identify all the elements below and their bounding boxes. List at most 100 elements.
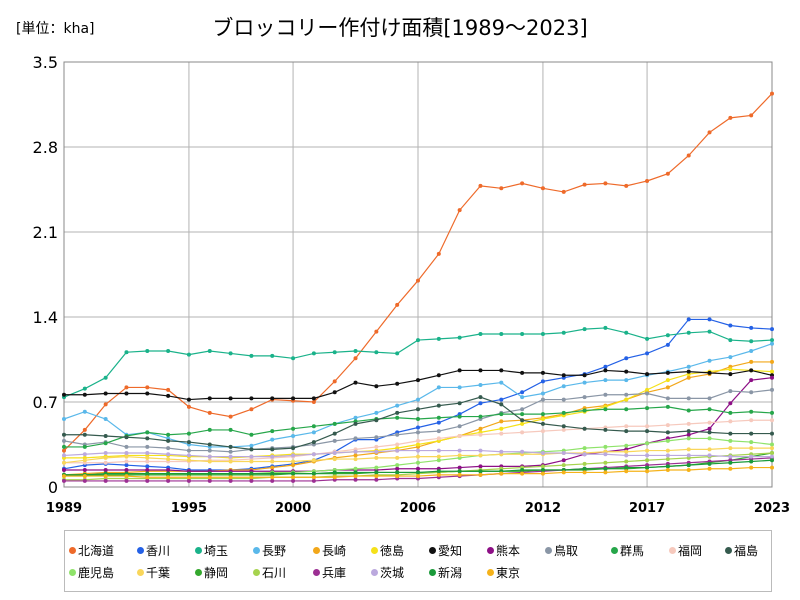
data-point	[166, 475, 171, 480]
data-point	[395, 448, 400, 453]
data-point	[228, 475, 233, 480]
data-point	[436, 472, 441, 477]
data-point	[416, 278, 420, 283]
data-point	[416, 454, 420, 459]
data-point	[520, 449, 525, 454]
data-point	[291, 434, 296, 438]
data-point	[124, 478, 129, 483]
data-point	[103, 402, 108, 407]
data-point	[166, 349, 171, 353]
data-point	[624, 397, 629, 402]
data-point	[166, 438, 171, 443]
data-point	[540, 464, 545, 469]
data-point	[624, 429, 629, 434]
data-point	[228, 444, 233, 449]
legend-item: 長野	[253, 542, 286, 559]
data-point	[207, 427, 212, 432]
data-point	[478, 332, 483, 336]
legend-item: 静岡	[195, 564, 228, 581]
legend-item: 千葉	[137, 564, 170, 581]
data-point	[665, 464, 670, 469]
data-point	[603, 452, 608, 457]
chart-title: ブロッコリー作付け面積[1989～2023]	[212, 16, 588, 40]
data-point	[374, 477, 379, 482]
data-point	[520, 430, 525, 435]
data-point	[749, 446, 754, 451]
data-point	[561, 373, 566, 378]
data-point	[624, 453, 629, 458]
data-point	[103, 468, 108, 472]
data-point	[540, 397, 545, 402]
data-point	[457, 335, 462, 340]
data-point	[624, 469, 629, 474]
data-point	[416, 442, 420, 447]
data-point	[82, 427, 87, 432]
legend-swatch	[371, 547, 378, 554]
x-tick-label: 1995	[171, 501, 207, 516]
legend-item: 福岡	[669, 542, 702, 559]
data-point	[478, 469, 483, 474]
legend-label: 茨城	[380, 566, 405, 580]
data-point	[665, 453, 670, 458]
data-point	[311, 424, 316, 429]
data-point	[145, 430, 150, 435]
data-point	[645, 469, 650, 474]
data-point	[707, 396, 712, 401]
data-point	[249, 447, 254, 452]
data-point	[749, 359, 754, 364]
data-point	[707, 461, 712, 466]
data-point	[665, 423, 670, 428]
data-point	[353, 470, 358, 475]
data-point	[582, 461, 587, 466]
data-point	[665, 333, 670, 338]
data-point	[499, 449, 504, 454]
legend-swatch	[69, 569, 76, 576]
data-point	[582, 452, 587, 457]
data-point	[395, 351, 400, 356]
data-point	[353, 436, 358, 441]
data-point	[207, 410, 212, 415]
data-point	[624, 356, 629, 361]
data-point	[520, 421, 525, 426]
data-point	[707, 329, 712, 334]
data-point	[436, 458, 441, 463]
data-point	[395, 432, 400, 437]
data-point	[291, 356, 296, 361]
legend-label: 熊本	[496, 544, 521, 558]
legend-label: 兵庫	[322, 566, 347, 580]
data-point	[332, 438, 337, 443]
data-point	[166, 432, 171, 437]
data-point	[478, 395, 483, 400]
data-point	[249, 396, 254, 401]
data-point	[686, 375, 691, 380]
data-point	[228, 449, 233, 454]
data-point	[540, 186, 545, 191]
data-point	[145, 451, 150, 455]
data-point	[82, 452, 87, 457]
legend-swatch	[487, 547, 494, 554]
data-point	[624, 449, 629, 454]
data-point	[561, 470, 566, 475]
data-point	[395, 403, 400, 408]
data-point	[624, 465, 629, 470]
data-point	[770, 442, 774, 447]
data-point	[707, 430, 712, 435]
data-point	[770, 91, 774, 96]
legend-label: 愛知	[438, 544, 463, 558]
data-point	[124, 444, 129, 449]
data-point	[395, 455, 400, 460]
data-point	[645, 465, 650, 470]
data-point	[520, 390, 525, 395]
data-point	[770, 359, 774, 364]
data-point	[457, 469, 462, 474]
data-point	[686, 317, 691, 322]
data-point	[416, 425, 420, 430]
data-point	[770, 327, 774, 332]
data-point	[62, 478, 66, 483]
data-point	[416, 438, 420, 443]
data-point	[311, 400, 316, 404]
legend-item: 石川	[253, 564, 286, 581]
data-point	[728, 454, 733, 459]
data-point	[82, 386, 87, 391]
